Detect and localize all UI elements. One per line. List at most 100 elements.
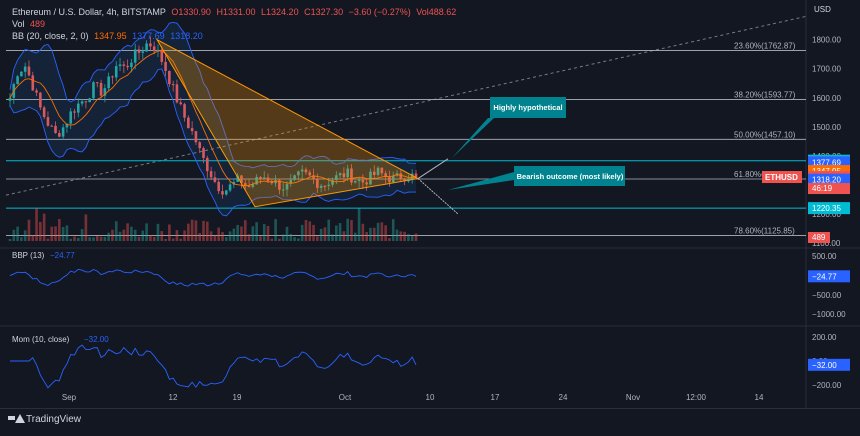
bbp-value: −24.77 [50, 251, 75, 260]
volume-legend-label[interactable]: Vol [12, 19, 25, 29]
volume-bar [88, 237, 91, 241]
candle-body [312, 175, 315, 180]
volume-bar [338, 223, 342, 241]
callout-shape [452, 97, 566, 158]
price-label-text: 1318.20 [812, 176, 841, 185]
volume-bar [346, 218, 350, 241]
price-label-box [808, 202, 850, 215]
volume-bar [27, 219, 31, 241]
volume-bar [312, 224, 315, 241]
volume-bar [202, 220, 205, 241]
candle-body [31, 75, 35, 91]
candle-body [262, 177, 266, 179]
volume-bar [92, 237, 95, 241]
candle-body [46, 117, 50, 126]
candle-body [179, 102, 183, 105]
candle-body [50, 125, 54, 127]
price-axis-unit: USD [814, 5, 831, 14]
volume-bar [12, 229, 16, 241]
candle-body [384, 173, 387, 177]
volume-bar [130, 226, 133, 241]
volume-bar [335, 225, 338, 241]
volume-bar [122, 229, 126, 241]
candle-body [16, 76, 19, 85]
bb-lower-line [9, 68, 417, 217]
volume-bar [84, 214, 88, 241]
volume-bar [149, 234, 152, 241]
candle-body [88, 98, 91, 103]
candle-body [293, 175, 296, 180]
time-tick-label: 12 [169, 393, 178, 402]
candle-body [278, 180, 281, 190]
candle-body [327, 184, 331, 186]
candle-body [357, 179, 361, 181]
bb-legend-label[interactable]: BB (20, close, 2, 0) [12, 31, 89, 41]
volume-bar [281, 234, 285, 241]
volume-bar [308, 221, 312, 241]
candle-body [20, 71, 23, 77]
brand-label: TradingView [26, 414, 82, 425]
candle-body [331, 180, 334, 185]
bbp-tick-label: −1000.00 [812, 310, 846, 319]
candle-body [353, 180, 357, 183]
candle-body [202, 148, 205, 158]
mom-value-box [808, 358, 850, 371]
candle-body [285, 183, 289, 190]
volume-bar [16, 226, 19, 241]
volume-bar [228, 231, 232, 241]
volume-bar [190, 219, 194, 241]
volume-bar [194, 220, 198, 241]
volume-bar [209, 231, 213, 241]
candle-body [251, 184, 255, 187]
candle-body [160, 49, 164, 62]
volume-bar [54, 226, 57, 241]
volume-bar [391, 219, 395, 241]
candle-body [372, 171, 376, 175]
candle-body [376, 167, 380, 175]
tradingview-logo[interactable]: TradingView [8, 414, 81, 425]
time-tick-label: 10 [426, 393, 435, 402]
candle-body [209, 171, 213, 178]
callout-shape [448, 166, 625, 190]
volume-bar [410, 236, 414, 241]
candle-body [23, 66, 27, 72]
volume-bar [331, 234, 334, 241]
price-tick-label: 1600.00 [812, 94, 841, 103]
candle-body [206, 157, 209, 172]
volume-bar [414, 233, 418, 241]
candle-body [164, 61, 167, 71]
candle-body [95, 82, 99, 84]
volume-bar [198, 232, 202, 241]
volume-bar [270, 238, 274, 241]
candle-body [35, 90, 38, 93]
price-label-box [808, 173, 850, 186]
symbol-legend: Ethereum / U.S. Dollar, 4h, BITSTAMP O13… [12, 6, 459, 18]
footer-bar: TradingView [0, 408, 860, 432]
candle-body [247, 186, 251, 188]
volume-bar [20, 237, 23, 241]
candle-body [365, 182, 368, 185]
volume-bar [141, 230, 145, 241]
candle-body [103, 88, 107, 96]
volume-bar [243, 220, 247, 241]
volume-bar [221, 232, 224, 241]
candle-body [61, 127, 65, 137]
volume-bar [206, 221, 209, 241]
volume-ohlc-value: Vol488.62 [416, 7, 457, 17]
candle-body [361, 179, 365, 183]
price-tick-label: 1500.00 [812, 123, 841, 132]
countdown-text: 46:19 [812, 184, 833, 193]
time-tick-label: 24 [559, 393, 568, 402]
volume-bar [61, 227, 65, 241]
symbol-title[interactable]: Ethereum / U.S. Dollar, 4h, BITSTAMP [12, 7, 166, 17]
volume-bar [187, 223, 190, 241]
candle-body [350, 168, 353, 183]
fib-level-label: 23.60%(1762.87) [734, 41, 796, 50]
candle-body [8, 97, 12, 101]
volume-bar [399, 231, 403, 241]
low-value: L1324.20 [261, 7, 299, 17]
candle-body [152, 46, 156, 52]
volume-bar [160, 231, 164, 241]
